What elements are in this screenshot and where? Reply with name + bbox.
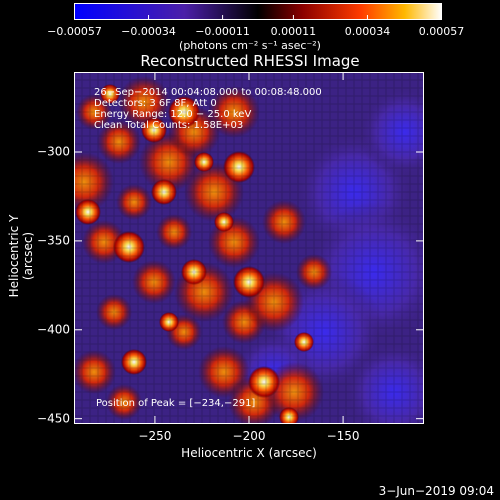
- y-axis-label: Heliocentric Y (arcsec): [7, 214, 35, 298]
- axis-ticks: [74, 72, 424, 424]
- chart-title: Reconstructed RHESSI Image: [140, 52, 360, 70]
- info-block: 26−Sep−2014 00:04:08.000 to 00:08:48.000…: [94, 87, 322, 131]
- info-clean-counts: Clean Total Counts: 1.58E+03: [94, 120, 244, 131]
- colorbar-tick-label: −0.00034: [121, 25, 176, 38]
- info-time-range: 26−Sep−2014 00:04:08.000 to 00:08:48.000: [94, 87, 322, 98]
- y-tick-label: −350: [37, 233, 70, 248]
- x-tick-label: −250: [138, 429, 172, 443]
- info-detectors: Detectors: 3 6F 8F, Att 0: [94, 98, 217, 109]
- colorbar-tick-label: 0.00011: [270, 25, 317, 38]
- colorbar-tick-marks: [74, 15, 442, 20]
- peak-position-label: Position of Peak = [−234,−291]: [96, 398, 256, 409]
- footer-date: 3−Jun−2019 09:04: [378, 484, 494, 498]
- pixel-grid: [74, 72, 424, 424]
- colorbar-tick-label: 0.00057: [418, 25, 465, 38]
- x-tick-label: −200: [232, 429, 266, 443]
- colorbar-tick-label: −0.00011: [195, 25, 250, 38]
- colorbar-tick-label: 0.00034: [344, 25, 391, 38]
- x-axis-label: Heliocentric X (arcsec): [181, 446, 317, 460]
- colorbar-units: (photons cm⁻² s⁻¹ asec⁻²): [179, 39, 321, 52]
- heatmap-plot: [74, 72, 424, 424]
- y-tick-label: −400: [37, 322, 70, 337]
- y-tick-label: −300: [37, 144, 70, 159]
- colorbar-tick-label: −0.00057: [47, 25, 102, 38]
- x-tick-label: −150: [326, 429, 360, 443]
- colorbar: [74, 3, 442, 20]
- info-energy-range: Energy Range: 12.0 − 25.0 keV: [94, 109, 252, 120]
- y-tick-label: −450: [37, 411, 70, 426]
